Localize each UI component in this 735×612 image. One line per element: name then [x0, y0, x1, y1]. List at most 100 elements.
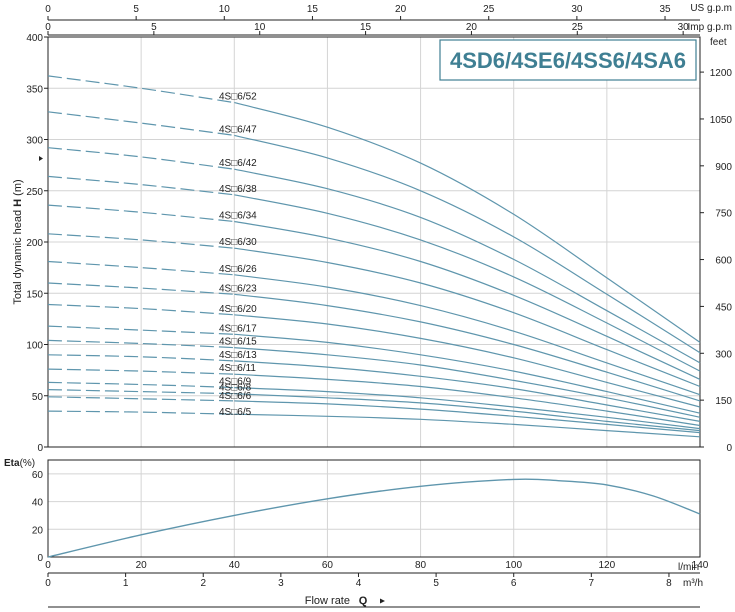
m3h-ticks: 0123456789: [45, 573, 672, 589]
head-curve-solid: [234, 360, 701, 422]
efficiency-y-tick-label: 60: [32, 470, 44, 481]
efficiency-y-tick-label: 40: [32, 498, 44, 509]
head-curve-solid: [234, 314, 701, 408]
head-curve-label: 4S□6/34: [219, 211, 257, 222]
lmin-tick-label: 20: [136, 560, 148, 571]
head-y-tick-label: 200: [26, 238, 43, 249]
imp-gpm-tick-label: 10: [254, 22, 266, 33]
imp-gpm-tick-label: 25: [572, 22, 584, 33]
head-curve-labels: 4S□6/52 4S□6/47 4S□6/42 4S□6/38 4S□6/34 4S□6/…: [219, 92, 257, 419]
head-curve-dashed: [47, 111, 235, 136]
head-curve-label: 4S□6/42: [219, 158, 257, 169]
head-curve-dashed: [47, 147, 235, 170]
feet-tick-label: 1200: [710, 68, 733, 79]
head-y-tick-label: 300: [26, 136, 43, 147]
feet-tick-label: 600: [715, 256, 732, 267]
head-y-tick-label: 350: [26, 84, 43, 95]
imp-gpm-tick-label: 15: [360, 22, 372, 33]
head-curve-label: 4S□6/38: [219, 184, 257, 195]
head-curve-label: 4S□6/8: [219, 383, 252, 394]
lmin-tick-label: 80: [415, 560, 427, 571]
head-curve-solid: [234, 220, 701, 380]
model-title: 4SD6/4SE6/4SS6/4SA6: [450, 48, 686, 73]
efficiency-y-tick-label: 0: [37, 553, 43, 564]
feet-tick-label: 150: [715, 396, 732, 407]
head-curve-solid: [234, 400, 701, 434]
head-curve-dashed: [47, 303, 235, 316]
head-curve-solid: [234, 393, 701, 432]
head-curve-dashed: [47, 389, 235, 395]
head-curve-label: 4S□6/11: [219, 363, 256, 374]
head-curve-dashed: [47, 233, 235, 249]
imp-gpm-ticks: 0 5 10 15 20 25 30: [45, 22, 689, 35]
head-grid: [47, 36, 701, 448]
lmin-tick-label: 0: [45, 560, 51, 571]
head-curve-solid: [234, 168, 701, 364]
imp-gpm-tick-label: 5: [151, 22, 157, 33]
efficiency-axis-label-unit: (%): [20, 458, 36, 469]
feet-tick-label: 1050: [710, 115, 733, 126]
m3h-tick-label: 6: [511, 578, 517, 589]
head-curve-dashed: [47, 260, 235, 276]
lmin-axis-label: l/min: [678, 562, 699, 573]
efficiency-axis-label-symbol: Eta: [4, 458, 20, 469]
head-curve-dashed: [47, 381, 235, 389]
head-y-tick-label: 150: [26, 289, 43, 300]
head-curve-label: 4S□6/13: [219, 350, 257, 361]
head-curve-dashed: [47, 75, 235, 104]
model-title-box: [439, 39, 697, 81]
head-curve-solid: [234, 102, 701, 343]
m3h-tick-label: 3: [278, 578, 284, 589]
head-axis-label-prefix: Total dynamic head: [12, 207, 24, 305]
imp-gpm-tick-label: 30: [678, 22, 690, 33]
head-curve-label: 4S□6/15: [219, 337, 257, 348]
feet-ticks: 0 150 300 450 600 750 900 1050 1200: [700, 68, 732, 454]
head-axis-arrow-icon: [39, 156, 43, 161]
head-curve-label: 4S□6/52: [219, 92, 257, 103]
us-gpm-tick-label: 35: [659, 4, 671, 15]
head-curve-solid: [234, 134, 701, 354]
head-curve-dashed: [47, 325, 235, 335]
us-gpm-tick-label: 5: [133, 4, 139, 15]
head-curve-dashed: [47, 354, 235, 362]
feet-tick-label: 300: [715, 349, 732, 360]
m3h-tick-label: 4: [356, 578, 362, 589]
head-curve-dashed: [47, 339, 235, 349]
imp-gpm-tick-label: 0: [45, 22, 51, 33]
us-gpm-axis-label: US g.p.m: [690, 3, 732, 14]
head-y-tick-label: 400: [26, 33, 43, 44]
m3h-tick-label: 2: [200, 578, 206, 589]
efficiency-plot: 0 20 40 60 Eta(%): [4, 458, 701, 564]
head-curve-dashed: [47, 396, 235, 402]
flow-rate-arrow-icon: [380, 598, 385, 604]
head-curve-dashed: [47, 175, 235, 196]
feet-axis-label: feet: [710, 37, 727, 48]
head-curve-dashed: [47, 204, 235, 223]
head-curve-solid: [234, 274, 701, 396]
efficiency-axis-label: Eta(%): [4, 458, 35, 469]
flow-rate-label: Flow rate: [305, 595, 350, 607]
head-curve-solid: [234, 387, 701, 430]
head-curve-label: 4S□6/47: [219, 124, 257, 135]
us-gpm-tick-label: 10: [219, 4, 231, 15]
feet-tick-label: 900: [715, 162, 732, 173]
head-curve-dashed: [47, 410, 235, 415]
head-curve-label: 4S□6/5: [219, 407, 252, 418]
efficiency-plot-frame: [47, 459, 701, 558]
head-y-tick-label: 100: [26, 341, 43, 352]
efficiency-grid: [47, 460, 701, 558]
head-curves: [47, 75, 701, 438]
us-gpm-tick-label: 30: [571, 4, 583, 15]
head-curve-solid: [234, 413, 701, 438]
head-curve-plot: 0 50 100 150 200 250 300 350 400 0 150 300 450 600 75…: [12, 33, 732, 454]
m3h-tick-label: 0: [45, 578, 51, 589]
head-y-tick-label: 50: [32, 392, 44, 403]
head-y-tick-label: 0: [37, 443, 43, 454]
lmin-tick-label: 60: [322, 560, 334, 571]
head-curve-label: 4S□6/6: [219, 391, 252, 402]
head-axis-label: Total dynamic head H (m): [12, 179, 24, 304]
efficiency-y-tick-label: 20: [32, 525, 44, 536]
head-curve-solid: [234, 333, 701, 414]
